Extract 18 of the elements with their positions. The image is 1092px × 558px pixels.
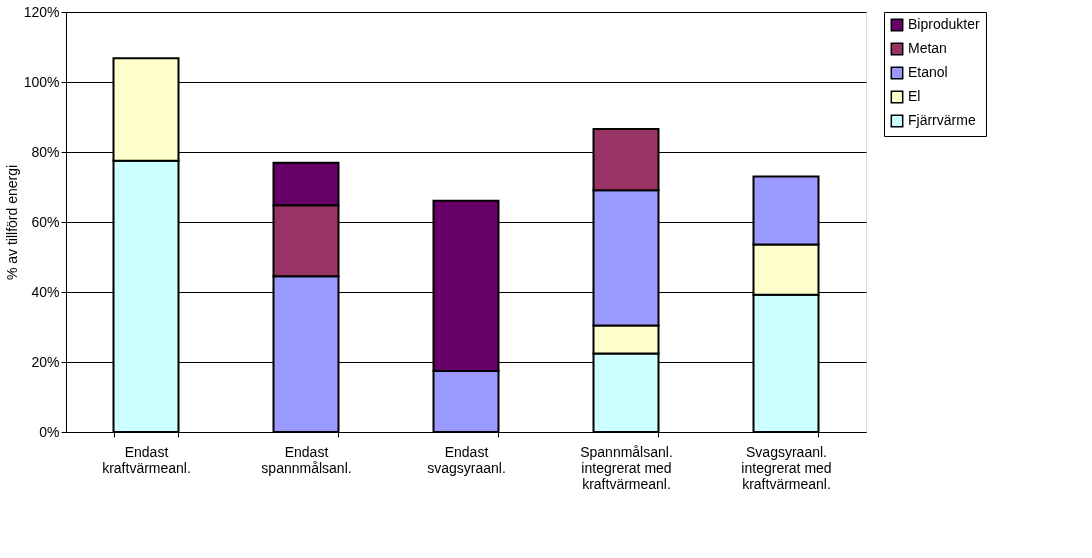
y-tick-label: 120% xyxy=(23,3,60,20)
x-tick-label: Spannmålsanl. integrerat med kraftvärmeanl. xyxy=(580,443,673,492)
y-tick-label: 60% xyxy=(31,213,60,230)
y-tick-label: 80% xyxy=(31,143,60,160)
legend-label: Metan xyxy=(908,40,947,56)
y-tick-label: 100% xyxy=(23,73,60,90)
y-tick-label: 0% xyxy=(39,423,60,440)
x-tick-label: Endast svagsyraanl. xyxy=(427,443,506,476)
y-tick-label: 40% xyxy=(31,283,60,300)
legend-label: Biprodukter xyxy=(908,16,980,32)
x-tick-label: Endast spannmålsanl. xyxy=(261,443,352,476)
x-tick-label: Svagsyraanl. integrerat med kraftvärmeanl. xyxy=(741,443,832,492)
legend-label: Etanol xyxy=(908,64,948,80)
legend-label: El xyxy=(908,88,921,104)
y-axis-title: % av tillförd energi xyxy=(3,164,20,281)
x-tick-label: Endast kraftvärmeanl. xyxy=(102,443,191,476)
y-tick-label: 20% xyxy=(31,353,60,370)
legend-label: Fjärrvärme xyxy=(908,112,976,128)
